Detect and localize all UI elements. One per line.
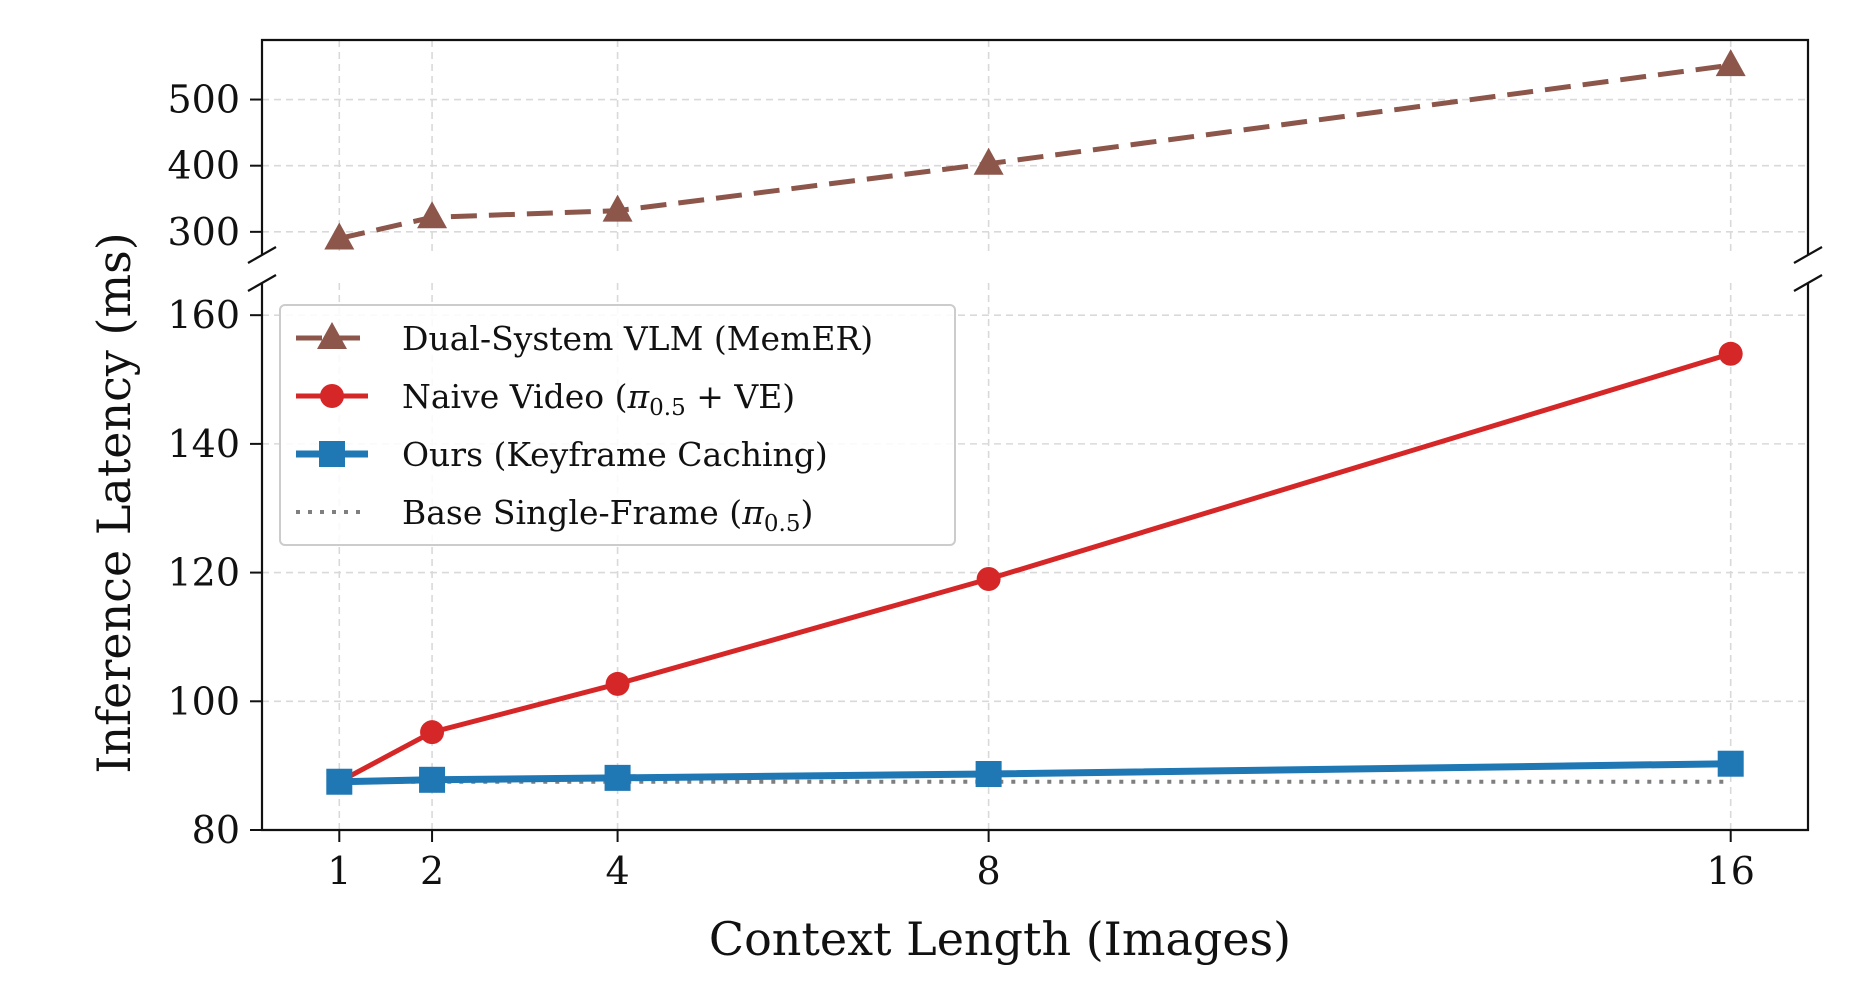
series-lines [324, 49, 1746, 795]
data-point [420, 720, 445, 745]
legend-box [279, 304, 956, 546]
y-tick-label: 140 [167, 422, 240, 466]
axis-break-mark [247, 246, 277, 264]
axes-frame [247, 38, 1823, 832]
legend-entry: Dual-System VLM (MemER) [296, 319, 873, 358]
x-tick-label: 16 [1707, 849, 1755, 893]
x-axis: 1 2 4 8 16 [327, 830, 1755, 893]
data-point [317, 322, 347, 349]
data-point [1718, 341, 1743, 366]
series-line [339, 760, 1731, 786]
data-point [602, 194, 633, 222]
y-tick-label: 500 [167, 78, 240, 122]
data-point [1715, 49, 1746, 77]
x-tick-label: 2 [420, 849, 444, 893]
data-point [319, 441, 345, 467]
y-tick-label: 400 [167, 144, 240, 188]
upper-panel-frame [260, 38, 1810, 255]
series-dual-system-vlm-memer [324, 49, 1746, 250]
data-point [604, 764, 631, 791]
axis-break-mark [1793, 246, 1823, 264]
legend-label: Dual-System VLM (MemER) [402, 319, 873, 358]
y-tick-label: 160 [167, 293, 240, 337]
y-axis-title: Inference Latency (ms) [87, 232, 141, 773]
data-point [973, 147, 1004, 175]
y-tick-label: 80 [192, 808, 240, 852]
y-axis: 300 400 500 80 100 120 140 160 [167, 78, 262, 852]
legend-label: Ours (Keyframe Caching) [402, 435, 828, 474]
x-tick-label: 4 [605, 849, 629, 893]
data-point [976, 567, 1001, 592]
data-point [417, 201, 448, 229]
x-tick-label: 8 [977, 849, 1001, 893]
data-point [1717, 750, 1744, 777]
data-point [605, 671, 630, 696]
axis-break-mark [247, 274, 277, 292]
series-line [338, 62, 1732, 241]
legend-label: Naive Video (π0.5 + VE) [402, 377, 795, 421]
legend-entry: Ours (Keyframe Caching) [296, 435, 828, 474]
y-tick-label: 100 [167, 679, 240, 723]
data-point [419, 766, 446, 793]
series-ours-keyframe-caching [326, 750, 1744, 795]
legend-label: Base Single-Frame (π0.5) [402, 493, 813, 537]
axis-break-mark [1793, 274, 1823, 292]
data-point [320, 384, 344, 408]
x-tick-label: 1 [327, 849, 351, 893]
data-point [324, 222, 355, 250]
lower-panel-frame [260, 283, 1810, 832]
data-point [975, 761, 1002, 788]
data-point [326, 768, 353, 795]
y-tick-label: 120 [167, 551, 240, 595]
legend-entry: Base Single-Frame (π0.5) [296, 493, 813, 537]
x-axis-title: Context Length (Images) [709, 912, 1291, 966]
y-tick-label: 300 [167, 210, 240, 254]
legend-entry: Naive Video (π0.5 + VE) [296, 377, 795, 421]
legend: Dual-System VLM (MemER) Naive Video (π0.5… [279, 304, 956, 546]
